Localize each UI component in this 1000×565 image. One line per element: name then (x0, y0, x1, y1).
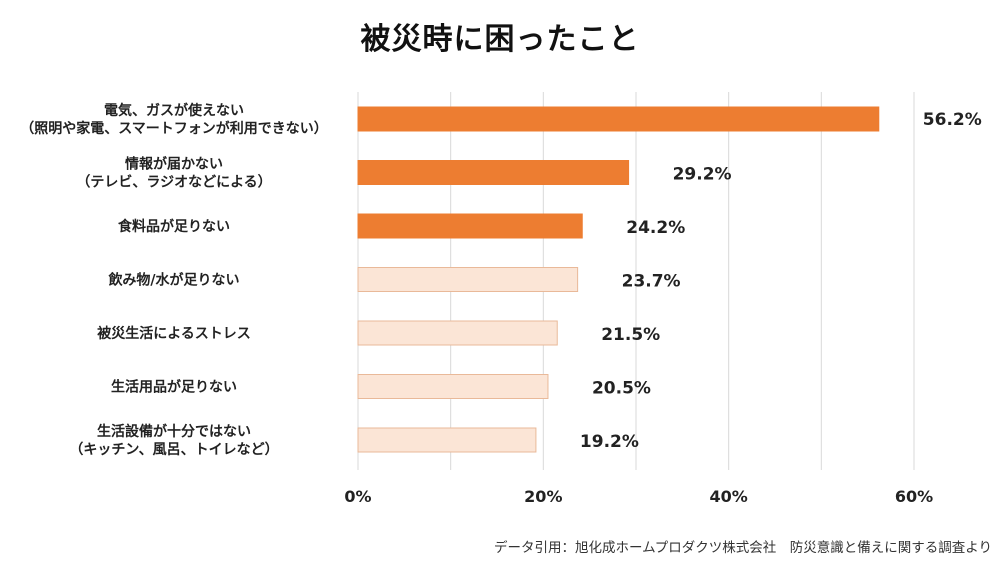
x-tick-label: 20% (524, 487, 562, 506)
bar (357, 267, 579, 292)
category-label: 電気、ガスが使えない (104, 102, 244, 119)
data-label: 21.5% (601, 325, 660, 345)
category-label: （キッチン、風呂、トイレなど） (69, 442, 278, 458)
data-labels: 56.2% 29.2% 24.2% 23.7% 21.5% 20.5% 19.2% (580, 110, 982, 452)
category-label: （テレビ、ラジオなどによる） (76, 175, 271, 191)
bar (357, 106, 880, 132)
x-tick-label: 0% (344, 487, 371, 506)
bar (357, 213, 583, 239)
bar (357, 320, 558, 346)
category-label: 生活設備が十分ではない (97, 423, 251, 440)
data-label: 20.5% (592, 379, 651, 399)
x-tick-label: 60% (895, 487, 933, 506)
bars (357, 106, 880, 453)
source-note: データ引用：旭化成ホームプロダクツ株式会社 防災意識と備えに関する調査より (493, 540, 992, 556)
data-label: 24.2% (626, 218, 685, 238)
data-label: 23.7% (622, 272, 681, 292)
x-tick-label: 40% (710, 487, 748, 506)
chart-title: 被災時に困ったこと (360, 22, 640, 57)
data-label: 56.2% (923, 110, 982, 130)
bar (357, 374, 549, 399)
category-label: 情報が届かない (125, 156, 223, 173)
category-label: 被災生活によるストレス (97, 325, 251, 342)
category-label: 生活用品が足りない (111, 379, 237, 396)
category-label: （照明や家電、スマートフォンが利用できない） (20, 120, 328, 137)
bar (357, 160, 630, 185)
data-label: 29.2% (673, 165, 732, 185)
category-label: 食料品が足りない (118, 218, 230, 235)
x-axis-ticks: 0% 20% 40% 60% (344, 487, 933, 506)
bar (357, 427, 537, 453)
category-labels: 電気、ガスが使えない（照明や家電、スマートフォンが利用できない） 情報が届かない （… (20, 102, 328, 458)
data-label: 19.2% (580, 432, 639, 452)
category-label: 飲み物/水が足りない (107, 272, 239, 289)
